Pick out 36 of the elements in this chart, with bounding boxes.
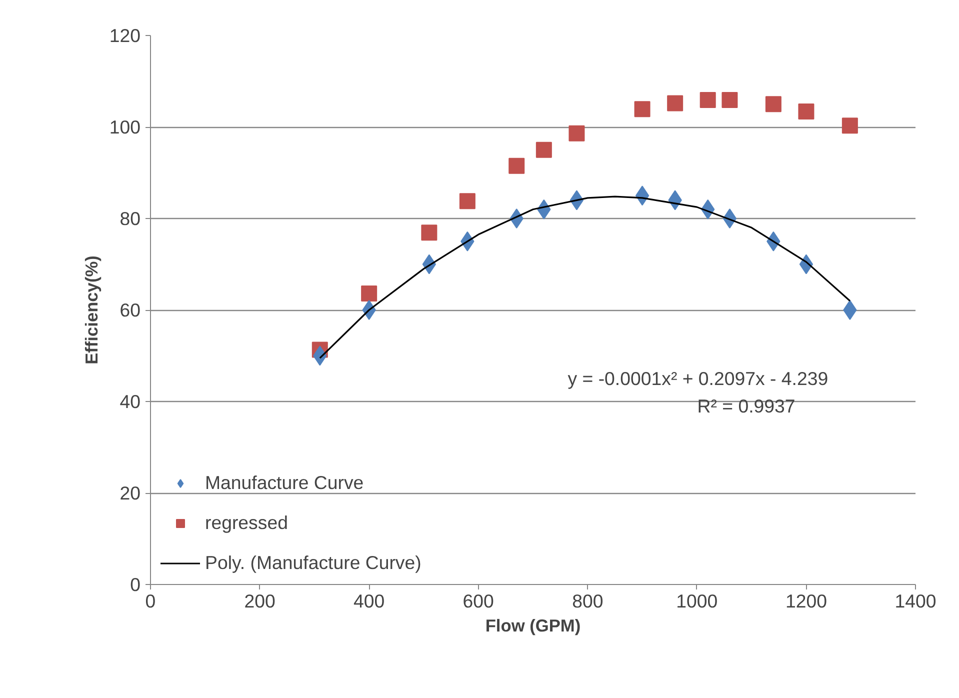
- point: [421, 224, 438, 241]
- y-axis-title: Efficiency(%): [81, 256, 102, 364]
- y-tick-label: 80: [120, 208, 141, 229]
- point: [842, 118, 858, 134]
- x-tick-label: 600: [462, 590, 494, 612]
- y-tick-label: 40: [120, 391, 141, 412]
- point: [536, 142, 552, 158]
- y-tick-label: 20: [120, 482, 141, 504]
- y-tick-label: 0: [130, 574, 141, 595]
- x-tick-label: 200: [244, 590, 276, 612]
- x-tick-label: 1400: [894, 590, 936, 612]
- x-tick-label: 800: [572, 590, 604, 612]
- annotation: y = -0.0001x² + 0.2097x - 4.239: [568, 368, 828, 390]
- point: [765, 96, 782, 112]
- y-tick-label: 60: [120, 300, 141, 320]
- y-tick-label: 120: [109, 25, 141, 46]
- legend-label: regressed: [205, 512, 288, 534]
- point: [722, 92, 738, 108]
- legend-label: Manufacture Curve: [205, 472, 364, 494]
- x-axis-title: Flow (GPM): [485, 616, 581, 636]
- point: [459, 193, 476, 210]
- legend-label: Poly. (Manufacture Curve): [205, 552, 422, 574]
- point: [798, 103, 814, 120]
- x-tick-label: 1200: [785, 590, 827, 612]
- point: [508, 158, 525, 174]
- point: [843, 300, 857, 320]
- point: [361, 286, 378, 302]
- annotation: R² = 0.9937: [697, 396, 796, 417]
- x-tick-label: 400: [354, 590, 385, 612]
- point: [634, 101, 650, 118]
- point: [568, 125, 585, 142]
- point: [667, 95, 684, 112]
- point: [700, 92, 716, 108]
- x-tick-label: 0: [145, 590, 156, 612]
- y-tick-label: 100: [109, 116, 141, 138]
- x-tick-label: 1000: [676, 590, 718, 612]
